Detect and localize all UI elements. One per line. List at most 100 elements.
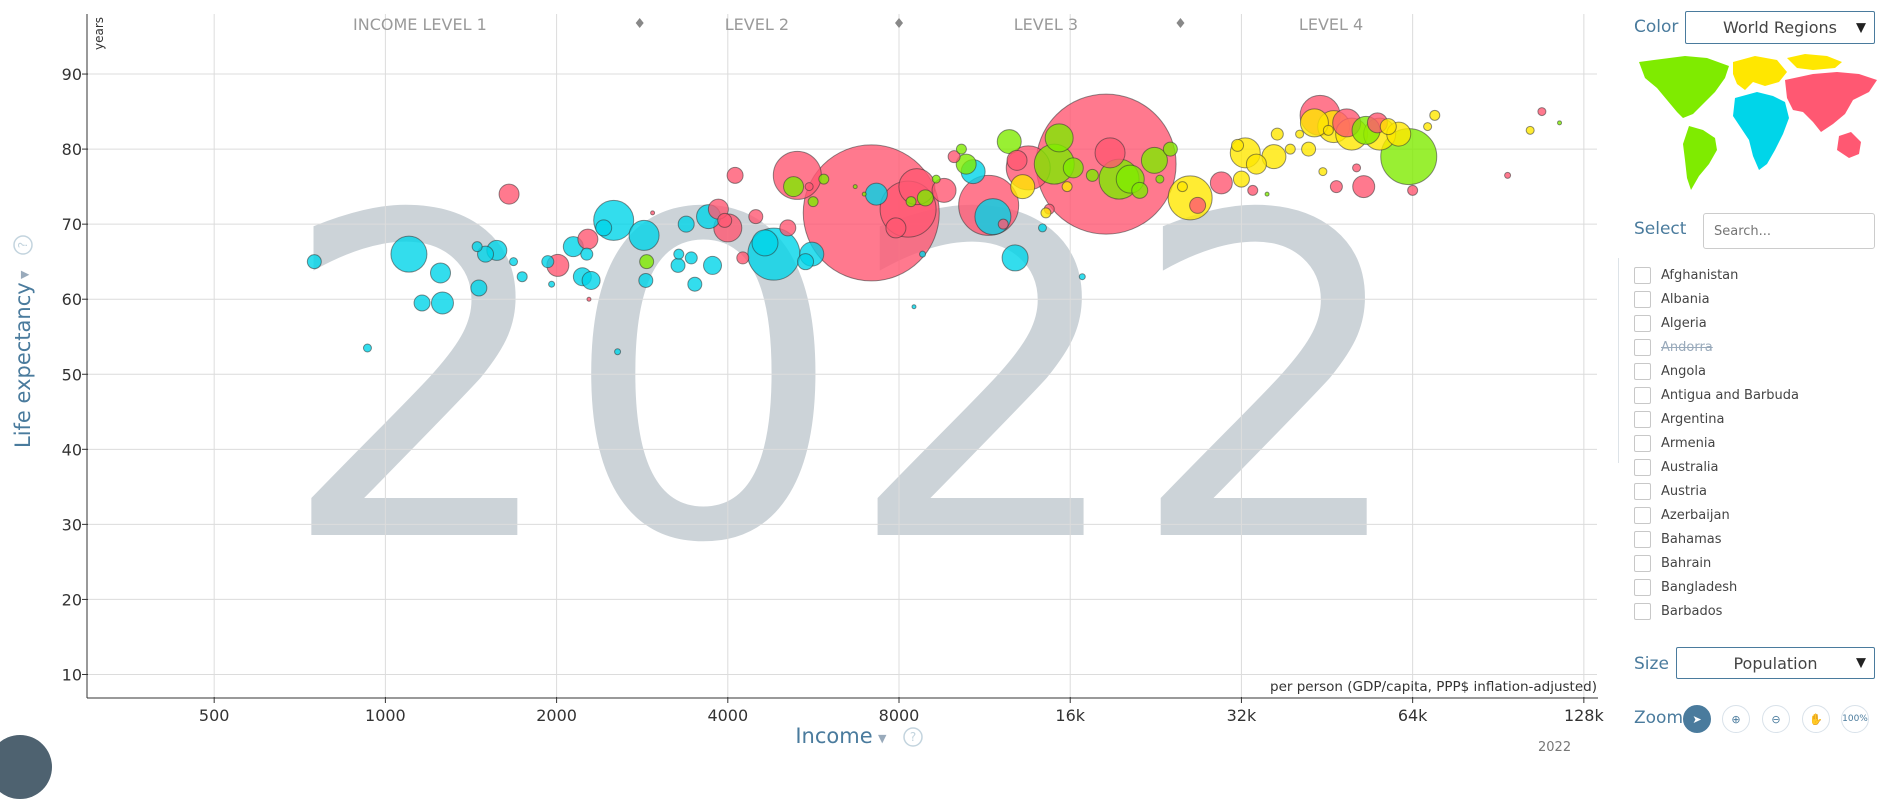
bubble-asia[interactable]	[947, 150, 961, 164]
bubble-africa[interactable]	[797, 253, 815, 271]
bubble-africa[interactable]	[413, 294, 431, 312]
bubble-africa[interactable]	[703, 255, 723, 275]
bubble-europe[interactable]	[1231, 138, 1245, 152]
bubble-americas[interactable]	[955, 153, 977, 175]
bubble-americas[interactable]	[783, 176, 805, 198]
x-axis-label[interactable]: Income	[795, 724, 872, 748]
country-list-item[interactable]: Bangladesh	[1634, 575, 1884, 599]
bubble-africa[interactable]	[509, 257, 519, 267]
bubble-africa[interactable]	[541, 255, 555, 269]
bubble-americas[interactable]	[1085, 168, 1099, 182]
zoom-in-icon[interactable]: ⊕	[1722, 705, 1750, 733]
bubble-americas[interactable]	[861, 191, 867, 197]
country-list-item[interactable]: Andorra	[1634, 335, 1884, 359]
bubble-europe[interactable]	[1245, 153, 1267, 175]
bubble-africa[interactable]	[919, 250, 927, 258]
bubble-americas[interactable]	[818, 173, 830, 185]
bubble-americas[interactable]	[807, 196, 819, 208]
bubble-africa[interactable]	[516, 271, 528, 283]
country-list-item[interactable]: Austria	[1634, 479, 1884, 503]
bubble-asia[interactable]	[1006, 149, 1028, 171]
checkbox[interactable]	[1634, 314, 1651, 332]
bubble-asia[interactable]	[1189, 196, 1207, 214]
bubble-americas[interactable]	[1140, 146, 1168, 174]
bubble-africa[interactable]	[751, 229, 779, 257]
bubble-africa[interactable]	[614, 348, 622, 356]
bubble-americas[interactable]	[931, 174, 941, 184]
bubble-europe[interactable]	[1318, 167, 1328, 177]
checkbox[interactable]	[1634, 482, 1651, 500]
bubble-europe[interactable]	[1232, 170, 1250, 188]
bubble-asia[interactable]	[804, 182, 814, 192]
bubble-asia[interactable]	[1352, 175, 1376, 199]
bubble-americas[interactable]	[852, 184, 858, 190]
y-axis-title[interactable]: Life expectancy ▼ ?	[11, 235, 35, 448]
bubble-asia[interactable]	[1504, 171, 1512, 179]
country-list-item[interactable]: Argentina	[1634, 407, 1884, 431]
bubble-asia[interactable]	[1094, 137, 1126, 169]
bubble-asia[interactable]	[577, 228, 599, 250]
y-axis-dropdown-icon[interactable]: ▼	[18, 270, 31, 279]
world-regions-map[interactable]	[1637, 52, 1882, 192]
bubble-europe[interactable]	[1301, 141, 1317, 157]
bubble-americas[interactable]	[1155, 174, 1165, 184]
bubble-asia[interactable]	[1352, 163, 1362, 173]
bubble-africa[interactable]	[1037, 223, 1047, 233]
zoom-out-icon[interactable]: ⊖	[1762, 705, 1790, 733]
bubble-africa[interactable]	[911, 304, 917, 310]
bubble-africa[interactable]	[580, 247, 594, 261]
bubble-asia[interactable]	[650, 210, 656, 216]
bubble-americas[interactable]	[1062, 157, 1084, 179]
bubble-africa[interactable]	[306, 254, 322, 270]
bubble-africa[interactable]	[974, 198, 1012, 236]
bubble-europe[interactable]	[1010, 174, 1036, 200]
country-list-item[interactable]: Australia	[1634, 455, 1884, 479]
x-axis-dropdown-icon[interactable]: ▼	[878, 732, 887, 745]
bubble-asia[interactable]	[885, 217, 907, 239]
bubble-asia[interactable]	[1537, 107, 1547, 117]
bubble-asia[interactable]	[1247, 184, 1259, 196]
country-list-item[interactable]: Azerbaijan	[1634, 503, 1884, 527]
bubble-africa[interactable]	[362, 343, 372, 353]
bubble-europe[interactable]	[1061, 181, 1073, 193]
x-axis-title[interactable]: Income ▼ ?	[795, 724, 923, 748]
bubble-americas[interactable]	[905, 196, 917, 208]
bubble-africa[interactable]	[638, 272, 654, 288]
bubble-americas[interactable]	[1131, 181, 1149, 199]
bubble-europe[interactable]	[1284, 143, 1296, 155]
checkbox[interactable]	[1634, 362, 1651, 380]
bubble-africa[interactable]	[430, 262, 452, 284]
country-list-item[interactable]: Afghanistan	[1634, 263, 1884, 287]
hand-pan-icon[interactable]: ✋	[1802, 705, 1830, 733]
bubble-americas[interactable]	[1162, 141, 1178, 157]
cursor-icon[interactable]: ➤	[1683, 705, 1711, 733]
size-dropdown[interactable]: Population ▼	[1676, 647, 1875, 679]
bubble-africa[interactable]	[390, 235, 428, 273]
checkbox[interactable]	[1634, 554, 1651, 572]
bubble-europe[interactable]	[1299, 108, 1329, 138]
bubble-africa[interactable]	[595, 219, 613, 237]
country-list-item[interactable]: Bahamas	[1634, 527, 1884, 551]
checkbox[interactable]	[1634, 458, 1651, 476]
bubble-europe[interactable]	[1429, 109, 1441, 121]
bubble-asia[interactable]	[1209, 171, 1233, 195]
bubble-africa[interactable]	[864, 182, 888, 206]
country-list-item[interactable]: Barbados	[1634, 599, 1884, 623]
bubble-africa[interactable]	[470, 279, 488, 297]
country-list-item[interactable]: Antigua and Barbuda	[1634, 383, 1884, 407]
y-axis-help-icon[interactable]	[13, 235, 33, 255]
bubble-europe[interactable]	[1167, 175, 1213, 221]
checkbox[interactable]	[1634, 530, 1651, 548]
bubble-americas[interactable]	[916, 189, 934, 207]
country-list-item[interactable]: Algeria	[1634, 311, 1884, 335]
checkbox[interactable]	[1634, 434, 1651, 452]
bubble-americas[interactable]	[955, 143, 967, 155]
bubble-asia[interactable]	[726, 166, 744, 184]
bubble-europe[interactable]	[1270, 127, 1284, 141]
bubble-europe[interactable]	[1295, 129, 1305, 139]
checkbox[interactable]	[1634, 506, 1651, 524]
checkbox[interactable]	[1634, 338, 1651, 356]
x-axis-help-icon[interactable]	[903, 727, 923, 747]
bubble-africa[interactable]	[687, 276, 703, 292]
bubble-americas[interactable]	[1557, 120, 1563, 126]
